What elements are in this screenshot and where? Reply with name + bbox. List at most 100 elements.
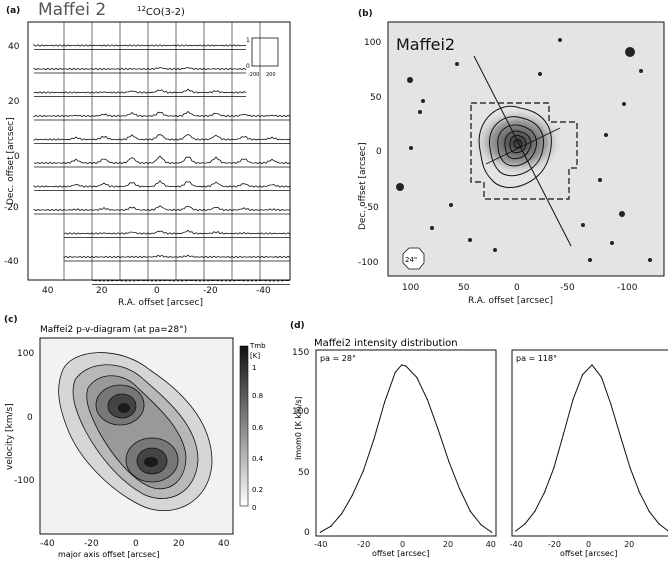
colorbar-tick: 0	[252, 504, 256, 512]
panel-d-ytick: 150	[292, 348, 309, 358]
profile-point	[515, 530, 516, 531]
profile-point	[572, 399, 573, 400]
panel-c-xtick: -20	[84, 539, 99, 549]
profile-point	[459, 488, 460, 489]
profile-point	[395, 372, 396, 373]
panel-d-ytick: 50	[298, 468, 310, 478]
spectrum-line	[64, 255, 290, 258]
inset-xleft: -200	[248, 72, 259, 78]
panel-a-line-sup: 12	[137, 5, 146, 13]
panel-d-right-pa: pa = 118°	[516, 354, 557, 363]
profile-point	[620, 436, 621, 437]
panel-b-ytick: 100	[364, 38, 381, 48]
profile-point	[544, 492, 545, 493]
profile-point	[427, 399, 428, 400]
panel-d-ylabel: Imom0 [K km/s]	[294, 396, 303, 460]
star	[421, 99, 425, 103]
spectrum-line	[34, 68, 246, 70]
panel-a-line-label: 12CO(3-2)	[137, 5, 185, 18]
profile-point	[341, 513, 342, 514]
panel-a-line-rest: CO(3-2)	[146, 7, 185, 18]
spectrum-line	[34, 181, 290, 188]
spectrum-line	[34, 206, 290, 211]
profile-point	[320, 532, 321, 533]
panel-c-xlabel: major axis offset [arcsec]	[58, 550, 160, 559]
star	[396, 183, 404, 191]
panel-a: (a) Maffei 2 12CO(3-2) 1 0 -200 200 40 2…	[4, 0, 290, 308]
profile-point	[491, 532, 492, 533]
profile-point	[480, 524, 481, 525]
star	[598, 178, 602, 182]
panel-a-tag: (a)	[6, 6, 20, 16]
panel-a-ytick: 20	[8, 97, 20, 107]
spectrum-line	[34, 89, 246, 93]
colorbar-tick: 0.8	[252, 392, 263, 400]
panel-b: (b) Maffei2 24" 100 50 0 -50 -100 Dec. o…	[358, 9, 664, 306]
profile-point	[525, 523, 526, 524]
star	[558, 38, 562, 42]
profile-line-pa118	[516, 365, 668, 531]
profile-point	[591, 364, 592, 365]
profile-point	[470, 511, 471, 512]
panel-c-xtick: -40	[40, 539, 55, 549]
profile-point	[630, 467, 631, 468]
panel-d-xtick: -40	[510, 540, 523, 549]
star	[418, 110, 422, 114]
spectrum-line	[64, 230, 290, 234]
panel-b-xlabel: R.A. offset [arcsec]	[468, 296, 553, 306]
star	[409, 146, 413, 150]
inset-box	[252, 38, 278, 66]
colorbar-tick: 0.2	[252, 486, 263, 494]
panel-d-xtick: -20	[548, 540, 561, 549]
panel-b-xtick: 0	[514, 283, 520, 293]
profile-point	[534, 511, 535, 512]
panel-a-frame	[28, 22, 290, 280]
panel-d-xtick: 20	[624, 540, 634, 549]
star	[493, 248, 497, 252]
panel-c-ytick: 100	[17, 349, 34, 359]
panel-d-ytick: 0	[304, 528, 310, 538]
profile-point	[553, 467, 554, 468]
panel-d-left-xlabel: offset [arcsec]	[372, 549, 429, 558]
panel-c-xtick: 0	[133, 539, 139, 549]
panel-b-title: Maffei2	[396, 35, 455, 54]
inset-xright: 200	[266, 72, 276, 78]
star	[639, 69, 643, 73]
panel-d-left-pa: pa = 28°	[320, 354, 356, 363]
panel-a-ytick: 40	[8, 42, 20, 52]
star	[430, 226, 434, 230]
star	[581, 223, 585, 227]
panel-b-xtick: -50	[560, 283, 575, 293]
panel-a-xtick: -40	[256, 286, 271, 296]
panel-d-xtick: -40	[314, 540, 327, 549]
pv-peak	[118, 403, 130, 413]
profile-point	[405, 366, 406, 367]
beam-label: 24"	[405, 256, 417, 264]
panel-c-title: Maffei2 p-v-diagram (at pa=28°)	[40, 325, 187, 335]
inset-ytop: 1	[246, 37, 250, 44]
panel-a-xtick: 40	[42, 286, 54, 296]
panel-a-xtick: -20	[203, 286, 218, 296]
star	[625, 47, 635, 57]
panel-a-xtick: 0	[154, 286, 160, 296]
panel-c-tag: (c)	[4, 315, 18, 325]
panel-d-xtick: 40	[486, 540, 496, 549]
profile-point	[330, 526, 331, 527]
profile-point	[448, 461, 449, 462]
profile-point	[352, 495, 353, 496]
panel-d-xtick: -20	[357, 540, 370, 549]
panel-d-title: Maffei2 intensity distribution	[314, 338, 458, 349]
profile-line-pa28	[320, 365, 491, 532]
panel-c-xtick: 20	[173, 539, 185, 549]
panel-a-ylabel: Dec. offset [arcsec]	[6, 117, 16, 205]
profile-point	[649, 511, 650, 512]
star	[449, 203, 453, 207]
profile-point	[639, 492, 640, 493]
profile-point	[658, 523, 659, 524]
star	[604, 133, 608, 137]
star	[455, 62, 459, 66]
star	[538, 72, 542, 76]
star	[610, 241, 614, 245]
panel-b-xtick: 50	[458, 283, 470, 293]
